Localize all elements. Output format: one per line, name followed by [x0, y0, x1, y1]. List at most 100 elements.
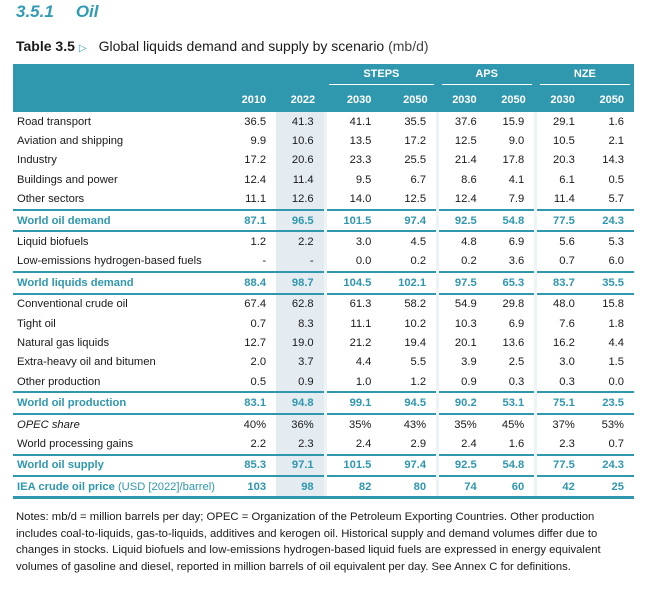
cell-value: 94.5	[381, 391, 438, 415]
cell-value: 19.0	[276, 333, 326, 353]
cell-value: 0.2	[436, 251, 487, 273]
cell-value: 25.5	[404, 154, 427, 167]
cell-value: 41.3	[276, 112, 326, 132]
cell-value: 54.8	[486, 453, 536, 478]
cell-value: 0.9	[436, 372, 487, 393]
cell-value: 96.5	[276, 208, 326, 233]
cell-value: 36.5	[244, 115, 267, 128]
cell-value: 3.9	[436, 352, 487, 373]
table-row: Buildings and power 12.4 11.4 9.5 6.7 8.6 4.1 6…	[13, 170, 634, 190]
cell-value: 5.6	[534, 231, 585, 252]
row-label: Tight oil	[17, 317, 56, 330]
cell-value: 11.4	[276, 170, 326, 190]
cell-value: 0.0	[323, 251, 382, 273]
cell-value: 15.9	[502, 115, 525, 128]
cell-value: 35%	[436, 413, 487, 435]
cell-value: 8.6	[436, 170, 487, 190]
cell-value: 0.9	[276, 372, 326, 393]
row-label: Other sectors	[17, 193, 85, 206]
cell-value: 37.6	[436, 112, 487, 132]
cell-value: 3.0	[534, 352, 585, 373]
cell-value: 4.4	[323, 352, 382, 373]
cell-value: 2.0	[250, 356, 267, 369]
row-sublabel: (USD [2022]/barrel)	[117, 480, 215, 493]
cell-value: 3.6	[508, 255, 525, 268]
cell-value: 0.0	[608, 375, 624, 388]
cell-value: 0.5	[608, 173, 624, 186]
liquids-table: STEPS APS NZE 2010 2022 2030 2050 2030 2050 20…	[13, 64, 634, 500]
cell-value: 25	[584, 475, 634, 500]
row-label: World oil demand	[13, 208, 227, 233]
cell-value: 6.7	[410, 173, 427, 186]
row-label: Natural gas liquids	[17, 336, 110, 349]
cell-value: 5.5	[410, 356, 427, 369]
row-label: Industry	[17, 154, 57, 167]
cell-value: 14.0	[323, 189, 382, 210]
year-header: 2050	[381, 88, 438, 112]
cell-value: 20.1	[436, 333, 487, 353]
table-row: Extra-heavy oil and bitumen 2.0 3.7 4.4 5.5 3…	[13, 352, 634, 373]
cell-value: 19.4	[404, 336, 427, 349]
cell-value: 2.4	[323, 434, 382, 455]
cell-value: 17.2	[244, 154, 267, 167]
cell-value: 6.1	[534, 170, 585, 190]
cell-value: 9.5	[323, 170, 382, 190]
row-label: World oil supply	[13, 453, 227, 478]
table-title: Global liquids demand and supply by scen…	[98, 38, 385, 54]
cell-value: 54.9	[436, 293, 487, 314]
cell-value: 1.0	[323, 372, 382, 393]
cell-value: 16.2	[534, 333, 585, 353]
row-label: Buildings and power	[17, 173, 118, 186]
cell-value: 0.5	[250, 375, 267, 388]
cell-value: 61.3	[323, 293, 382, 314]
group-nze: NZE	[535, 64, 634, 88]
table-caption: Table 3.5 ▷ Global liquids demand and supp…	[16, 38, 429, 54]
cell-value: 9.0	[508, 135, 525, 148]
row-label: World oil production	[13, 391, 227, 415]
cell-value: 65.3	[486, 271, 536, 295]
cell-value: 6.9	[508, 236, 525, 249]
row-label: Conventional crude oil	[17, 298, 128, 311]
cell-value: 87.1	[227, 208, 277, 233]
cell-value: 94.8	[276, 391, 326, 415]
cell-value: 2.2	[250, 437, 267, 450]
row-label: Extra-heavy oil and bitumen	[17, 356, 156, 369]
cell-value: 83.7	[534, 271, 585, 295]
table-row: Tight oil 0.7 8.3 11.1 10.2 10.3 6.9 7.6 1.8	[13, 313, 634, 334]
table-unit: (mb/d)	[388, 38, 429, 54]
year-header: 2030	[325, 88, 382, 112]
cell-value: 20.6	[276, 150, 326, 171]
cell-value: 40%	[243, 418, 267, 431]
cell-value: 1.8	[608, 317, 624, 330]
table-row: Industry 17.2 20.6 23.3 25.5 21.4 17.8 20.3 14.3	[13, 150, 634, 171]
cell-value: 36%	[276, 413, 326, 435]
cell-value: 5.3	[608, 236, 624, 249]
cell-value: 0.2	[410, 255, 427, 268]
table-row: World oil demand 87.1 96.5 101.5 97.4 92.5 54.…	[13, 208, 634, 233]
cell-value: 98	[276, 475, 326, 500]
cell-value: 41.1	[323, 112, 382, 132]
table-label: Table 3.5	[16, 38, 75, 54]
cell-value: 37%	[534, 413, 585, 435]
cell-value: 11.1	[323, 313, 382, 334]
cell-value: 7.9	[508, 193, 525, 206]
table-row: World oil production 83.1 94.8 99.1 94.5 90.2…	[13, 391, 634, 415]
row-label: Other production	[17, 375, 101, 388]
group-header-row: STEPS APS NZE	[13, 64, 634, 88]
cell-value: 67.4	[244, 298, 267, 311]
cell-value: 2.4	[436, 434, 487, 455]
cell-value: 2.3	[276, 434, 326, 455]
table-row: World liquids demand 88.4 98.7 104.5 102.1 97…	[13, 271, 634, 295]
table-notes: Notes: mb/d = million barrels per day; O…	[16, 511, 601, 573]
table-row: Liquid biofuels 1.2 2.2 3.0 4.5 4.8 6.9 5.6 5.3	[13, 231, 634, 252]
table-row: Natural gas liquids 12.7 19.0 21.2 19.4 20.1 1…	[13, 333, 634, 353]
section-number: 3.5.1	[16, 2, 54, 21]
cell-value: 1.6	[608, 115, 624, 128]
cell-value: 2.5	[508, 356, 525, 369]
year-header-row: 2010 2022 2030 2050 2030 2050 2030 2050	[13, 88, 634, 112]
cell-value: 4.1	[508, 173, 525, 186]
cell-value: 17.8	[502, 154, 525, 167]
cell-value: 103	[227, 475, 277, 500]
table-row: IEA crude oil price (USD [2022]/barrel) 1…	[13, 475, 634, 500]
cell-value: 97.1	[276, 453, 326, 478]
